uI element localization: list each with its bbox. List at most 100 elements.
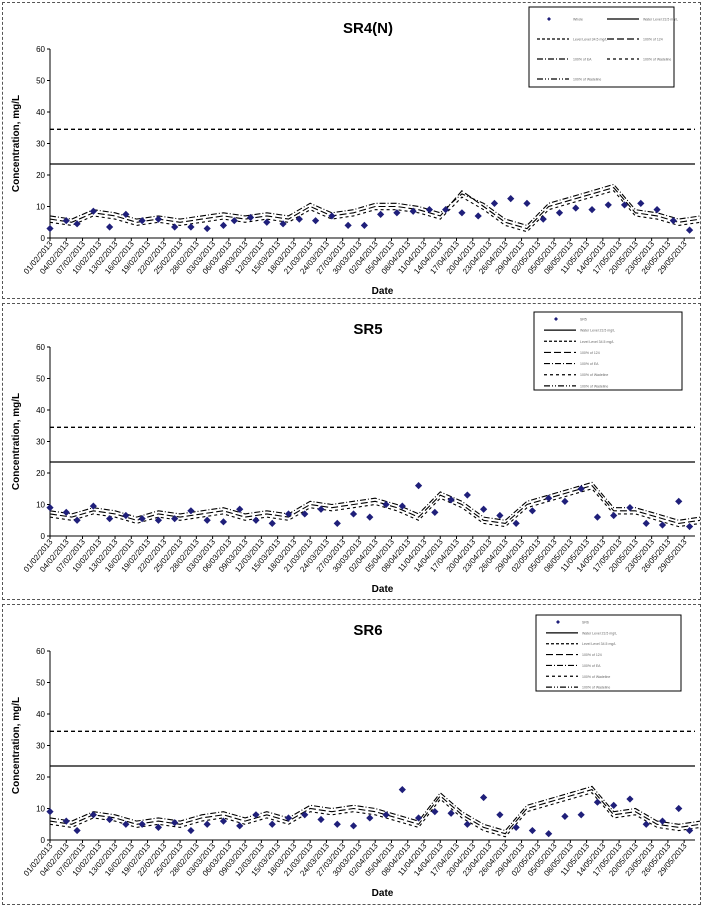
y-tick-label: 20 [36, 469, 45, 478]
observed-point [187, 826, 195, 835]
y-tick-label: 50 [36, 679, 45, 688]
legend-label: 100% of Wadeline [582, 675, 610, 679]
observed-point [512, 519, 520, 527]
x-axis-label: Date [372, 888, 394, 899]
y-axis-label: Concentration, mg/L [11, 393, 22, 490]
legend-label: SR5 [580, 318, 587, 322]
y-tick-label: 0 [41, 836, 46, 845]
observed-point [588, 206, 596, 214]
observed-point [685, 522, 694, 531]
legend-label: Water Level 23.5 mg/L [580, 329, 615, 333]
observed-point [474, 212, 482, 220]
observed-point [89, 207, 97, 215]
observed-point [496, 811, 504, 819]
y-tick-label: 50 [36, 77, 45, 86]
chart-title: SR4(N) [343, 20, 393, 37]
y-tick-label: 40 [36, 710, 45, 719]
legend-label: 100% of Wadeline [573, 78, 601, 82]
observed-point [458, 209, 466, 217]
observed-point [669, 217, 677, 225]
y-tick-label: 30 [36, 140, 45, 149]
y-tick-label: 0 [41, 532, 46, 541]
observed-point [154, 215, 163, 223]
observed-point [203, 224, 211, 233]
observed-point [490, 199, 499, 207]
observed-point [344, 221, 352, 229]
observed-point [138, 820, 146, 828]
observed-point [311, 217, 320, 225]
legend-marker [547, 17, 551, 21]
observed-point [349, 510, 358, 518]
observed-point [523, 199, 531, 207]
model-series-line [49, 788, 700, 835]
chart-1: SR4(N)Concentration, mg/L010203040506001… [11, 6, 700, 297]
chart-title: SR6 [353, 622, 382, 639]
observed-point [447, 809, 455, 817]
chart-svg-1: SR4(N)Concentration, mg/L010203040506001… [11, 6, 700, 297]
model-series-line [49, 481, 700, 521]
observed-point [46, 224, 54, 233]
observed-point [685, 226, 694, 234]
observed-point [545, 830, 553, 838]
observed-point [317, 815, 325, 824]
observed-point [572, 204, 580, 212]
model-series-line [49, 190, 700, 233]
observed-point [62, 217, 70, 225]
observed-point [203, 820, 211, 828]
observed-point [268, 519, 276, 527]
y-tick-label: 30 [36, 438, 45, 447]
legend-label: 100% of Wadeline [643, 58, 671, 62]
observed-point [642, 820, 650, 828]
observed-point [252, 516, 260, 524]
observed-point [301, 510, 309, 518]
observed-point [73, 220, 81, 228]
model-series-line [49, 488, 700, 528]
legend-label: 100% of EA [580, 362, 599, 366]
observed-point [675, 497, 683, 505]
legend-box [535, 614, 682, 692]
observed-point [106, 515, 114, 523]
legend-label: Whole [573, 18, 583, 22]
legend-label: Water Level 23.5 mg/L [582, 631, 617, 635]
observed-point [561, 497, 569, 505]
observed-point [171, 819, 179, 827]
x-axis-label: Date [372, 286, 394, 297]
observed-point [138, 515, 146, 523]
observed-point [593, 513, 602, 521]
observed-point [171, 223, 179, 231]
observed-point [496, 511, 504, 520]
observed-point [604, 201, 612, 209]
observed-point [577, 811, 585, 819]
observed-point [626, 795, 634, 803]
observed-point [528, 826, 536, 835]
observed-point [62, 508, 70, 516]
chart-title: SR5 [353, 321, 382, 338]
observed-point [610, 801, 618, 809]
legend-marker [556, 620, 560, 624]
observed-point [398, 786, 406, 794]
legend-label: 100% of 124 [643, 38, 663, 42]
observed-point [268, 820, 276, 828]
observed-point [409, 207, 417, 215]
observed-point [561, 812, 569, 820]
observed-point [637, 199, 645, 207]
observed-point [398, 502, 406, 510]
legend-box [528, 6, 675, 88]
observed-point [122, 210, 130, 218]
y-tick-label: 30 [36, 742, 45, 751]
y-tick-label: 10 [36, 805, 45, 814]
legend-label: Water Level 23.5 mg/L [643, 18, 678, 22]
observed-point [236, 822, 244, 830]
observed-point [333, 519, 341, 527]
observed-point [89, 502, 97, 510]
observed-point [393, 209, 401, 217]
observed-point [295, 215, 303, 223]
observed-point [658, 817, 667, 825]
observed-point [328, 212, 336, 220]
observed-point [203, 516, 211, 524]
observed-point [463, 491, 471, 499]
observed-point [246, 213, 255, 222]
observed-point [685, 826, 694, 835]
